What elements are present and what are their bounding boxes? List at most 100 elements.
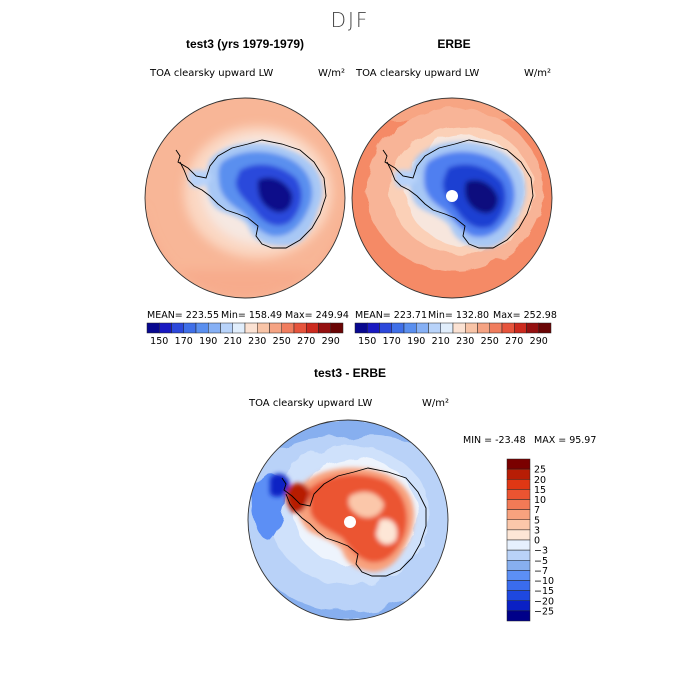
map-1-midlat-band	[145, 198, 345, 298]
colorbar-3-swatch	[506, 560, 531, 571]
map-3-polar-gap	[344, 516, 356, 528]
colorbar-3-swatch	[506, 570, 531, 581]
map-2-land-core	[464, 179, 498, 214]
colorbar-3-swatch	[506, 590, 531, 601]
map-2-coastline	[382, 139, 534, 249]
colorbar-3-swatch	[506, 549, 531, 561]
colorbar-2-swatch	[354, 322, 368, 334]
map-panel-3	[248, 420, 448, 620]
colorbar-1-swatch	[244, 322, 258, 334]
colorbar-3-swatch	[506, 499, 531, 510]
colorbar-3-swatch	[506, 468, 531, 480]
page-title: DJF	[330, 8, 370, 32]
colorbar-2-tick-label: 190	[407, 336, 425, 347]
colorbar-3-swatch	[506, 509, 531, 520]
colorbar-1-tick-label: 190	[199, 336, 217, 347]
colorbar-2-swatch	[403, 322, 417, 334]
colorbar-3-tick-label: 5	[534, 515, 540, 526]
panel-2-subtitle: TOA clearsky upward LW	[356, 68, 480, 79]
map-3-land-interior-pale	[348, 491, 384, 518]
colorbar-2-tick-label: 210	[432, 336, 450, 347]
colorbar-1-tick-label: 170	[175, 336, 193, 347]
colorbar-2-swatch	[538, 322, 552, 334]
map-1-land-core	[257, 177, 293, 213]
colorbar-3-swatch	[506, 519, 531, 531]
colorbar-3-tick-label: 10	[534, 495, 546, 506]
panel-1-min: Min= 158.49	[221, 310, 282, 321]
colorbar-2-tick-label: 270	[505, 336, 523, 347]
panel-3-subtitle: TOA clearsky upward LW	[249, 398, 373, 409]
colorbar-3-tick-label: −25	[534, 606, 554, 617]
colorbar-3-tick-label: −7	[534, 566, 548, 577]
colorbar-2-tick-label: 230	[456, 336, 474, 347]
colorbar-2-swatch	[440, 322, 454, 334]
colorbar-2-swatch	[367, 322, 380, 334]
map-3-peninsula-dark	[285, 483, 310, 514]
map-2-peninsula	[394, 170, 418, 188]
panel-1-max: Max= 249.94	[285, 310, 349, 321]
colorbar-panel-1: 150 170 190 210 230 250 270 290	[146, 322, 344, 347]
colorbar-1-tick-label: 290	[322, 336, 340, 347]
colorbar-1-swatch	[281, 322, 295, 334]
colorbar-1-tick-label: 270	[297, 336, 315, 347]
colorbar-3-tick-label: −20	[534, 596, 554, 607]
colorbar-3-tick-label: 25	[534, 465, 546, 476]
colorbar-1-tick-label: 150	[150, 336, 168, 347]
map-3-coastline	[281, 467, 427, 577]
colorbar-1-swatch	[293, 322, 307, 334]
colorbar-2-swatch	[416, 322, 429, 334]
colorbar-3-swatch	[506, 539, 531, 551]
map-panel-1	[145, 98, 345, 298]
colorbar-3-swatch	[506, 529, 531, 541]
colorbar-3-swatch	[506, 610, 531, 622]
colorbar-2-swatch	[526, 322, 539, 334]
colorbar-2-swatch	[477, 322, 490, 334]
colorbar-3-swatch	[506, 458, 531, 470]
colorbar-2-swatch	[501, 322, 515, 334]
panel-3-max: MAX = 95.97	[534, 435, 596, 446]
panel-3-title: test3 - ERBE	[313, 366, 387, 380]
colorbar-2-swatch	[391, 322, 405, 334]
colorbar-1-swatch	[306, 322, 319, 334]
colorbar-1-swatch	[257, 322, 270, 334]
colorbar-3-swatch	[506, 489, 531, 500]
panel-3-min: MIN = -23.48	[463, 435, 526, 446]
colorbar-3-tick-label: 15	[534, 485, 546, 496]
colorbar-1-swatch	[269, 322, 282, 334]
colorbar-1-swatch	[183, 322, 197, 334]
colorbar-1-swatch	[232, 322, 246, 334]
colorbar-3-swatch	[506, 580, 531, 591]
colorbar-3-tick-label: 7	[534, 505, 540, 516]
map-2-polar-gap	[446, 190, 458, 202]
panel-2-mean: MEAN= 223.71	[355, 310, 427, 321]
colorbar-3-swatch	[506, 479, 531, 490]
map-2-boundary	[351, 97, 553, 299]
colorbar-1-tick-label: 230	[248, 336, 266, 347]
panel-2-units: W/m²	[524, 68, 552, 79]
map-3-land-interior-light	[376, 519, 398, 545]
colorbar-3-tick-label: −10	[534, 576, 554, 587]
colorbar-1-swatch	[171, 322, 184, 334]
colorbar-panel-2: 150 170 190 210 230 250 270 290	[354, 322, 552, 347]
panel-1-title: test3 (yrs 1979-1979)	[185, 37, 305, 51]
colorbar-1-swatch	[208, 322, 221, 334]
colorbar-1-swatch	[220, 322, 233, 334]
colorbar-3-tick-label: −3	[534, 546, 548, 557]
colorbar-2-swatch	[452, 322, 466, 334]
colorbar-1-swatch	[330, 322, 344, 334]
colorbar-2-tick-label: 170	[383, 336, 401, 347]
colorbar-1-tick-label: 250	[273, 336, 291, 347]
colorbar-3-tick-label: 0	[534, 536, 540, 547]
colorbar-2-tick-label: 290	[530, 336, 548, 347]
colorbar-3-tick-label: 3	[534, 525, 540, 536]
colorbar-2-swatch	[379, 322, 392, 334]
colorbar-2-swatch	[428, 322, 441, 334]
colorbar-1-swatch	[159, 322, 172, 334]
colorbar-2-tick-label: 150	[358, 336, 376, 347]
colorbar-2-swatch	[514, 322, 527, 334]
colorbar-2-tick-label: 250	[481, 336, 499, 347]
panel-2-max: Max= 252.98	[493, 310, 557, 321]
map-1-coastline	[175, 139, 327, 249]
colorbar-2-swatch	[489, 322, 503, 334]
